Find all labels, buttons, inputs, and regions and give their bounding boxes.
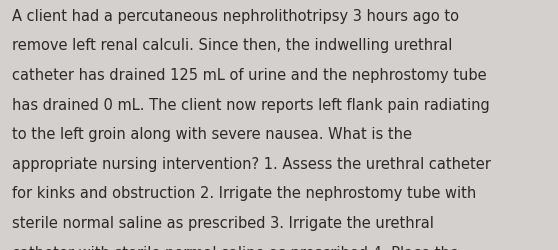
Text: appropriate nursing intervention? 1. Assess the urethral catheter: appropriate nursing intervention? 1. Ass… <box>12 156 491 171</box>
Text: A client had a percutaneous nephrolithotripsy 3 hours ago to: A client had a percutaneous nephrolithot… <box>12 9 459 24</box>
Text: sterile normal saline as prescribed 3. Irrigate the urethral: sterile normal saline as prescribed 3. I… <box>12 215 434 230</box>
Text: has drained 0 mL. The client now reports left flank pain radiating: has drained 0 mL. The client now reports… <box>12 97 490 112</box>
Text: to the left groin along with severe nausea. What is the: to the left groin along with severe naus… <box>12 127 412 142</box>
Text: catheter has drained 125 mL of urine and the nephrostomy tube: catheter has drained 125 mL of urine and… <box>12 68 487 83</box>
Text: catheter with sterile normal saline as prescribed 4. Place the: catheter with sterile normal saline as p… <box>12 245 459 250</box>
Text: for kinks and obstruction 2. Irrigate the nephrostomy tube with: for kinks and obstruction 2. Irrigate th… <box>12 186 477 201</box>
Text: remove left renal calculi. Since then, the indwelling urethral: remove left renal calculi. Since then, t… <box>12 38 453 53</box>
